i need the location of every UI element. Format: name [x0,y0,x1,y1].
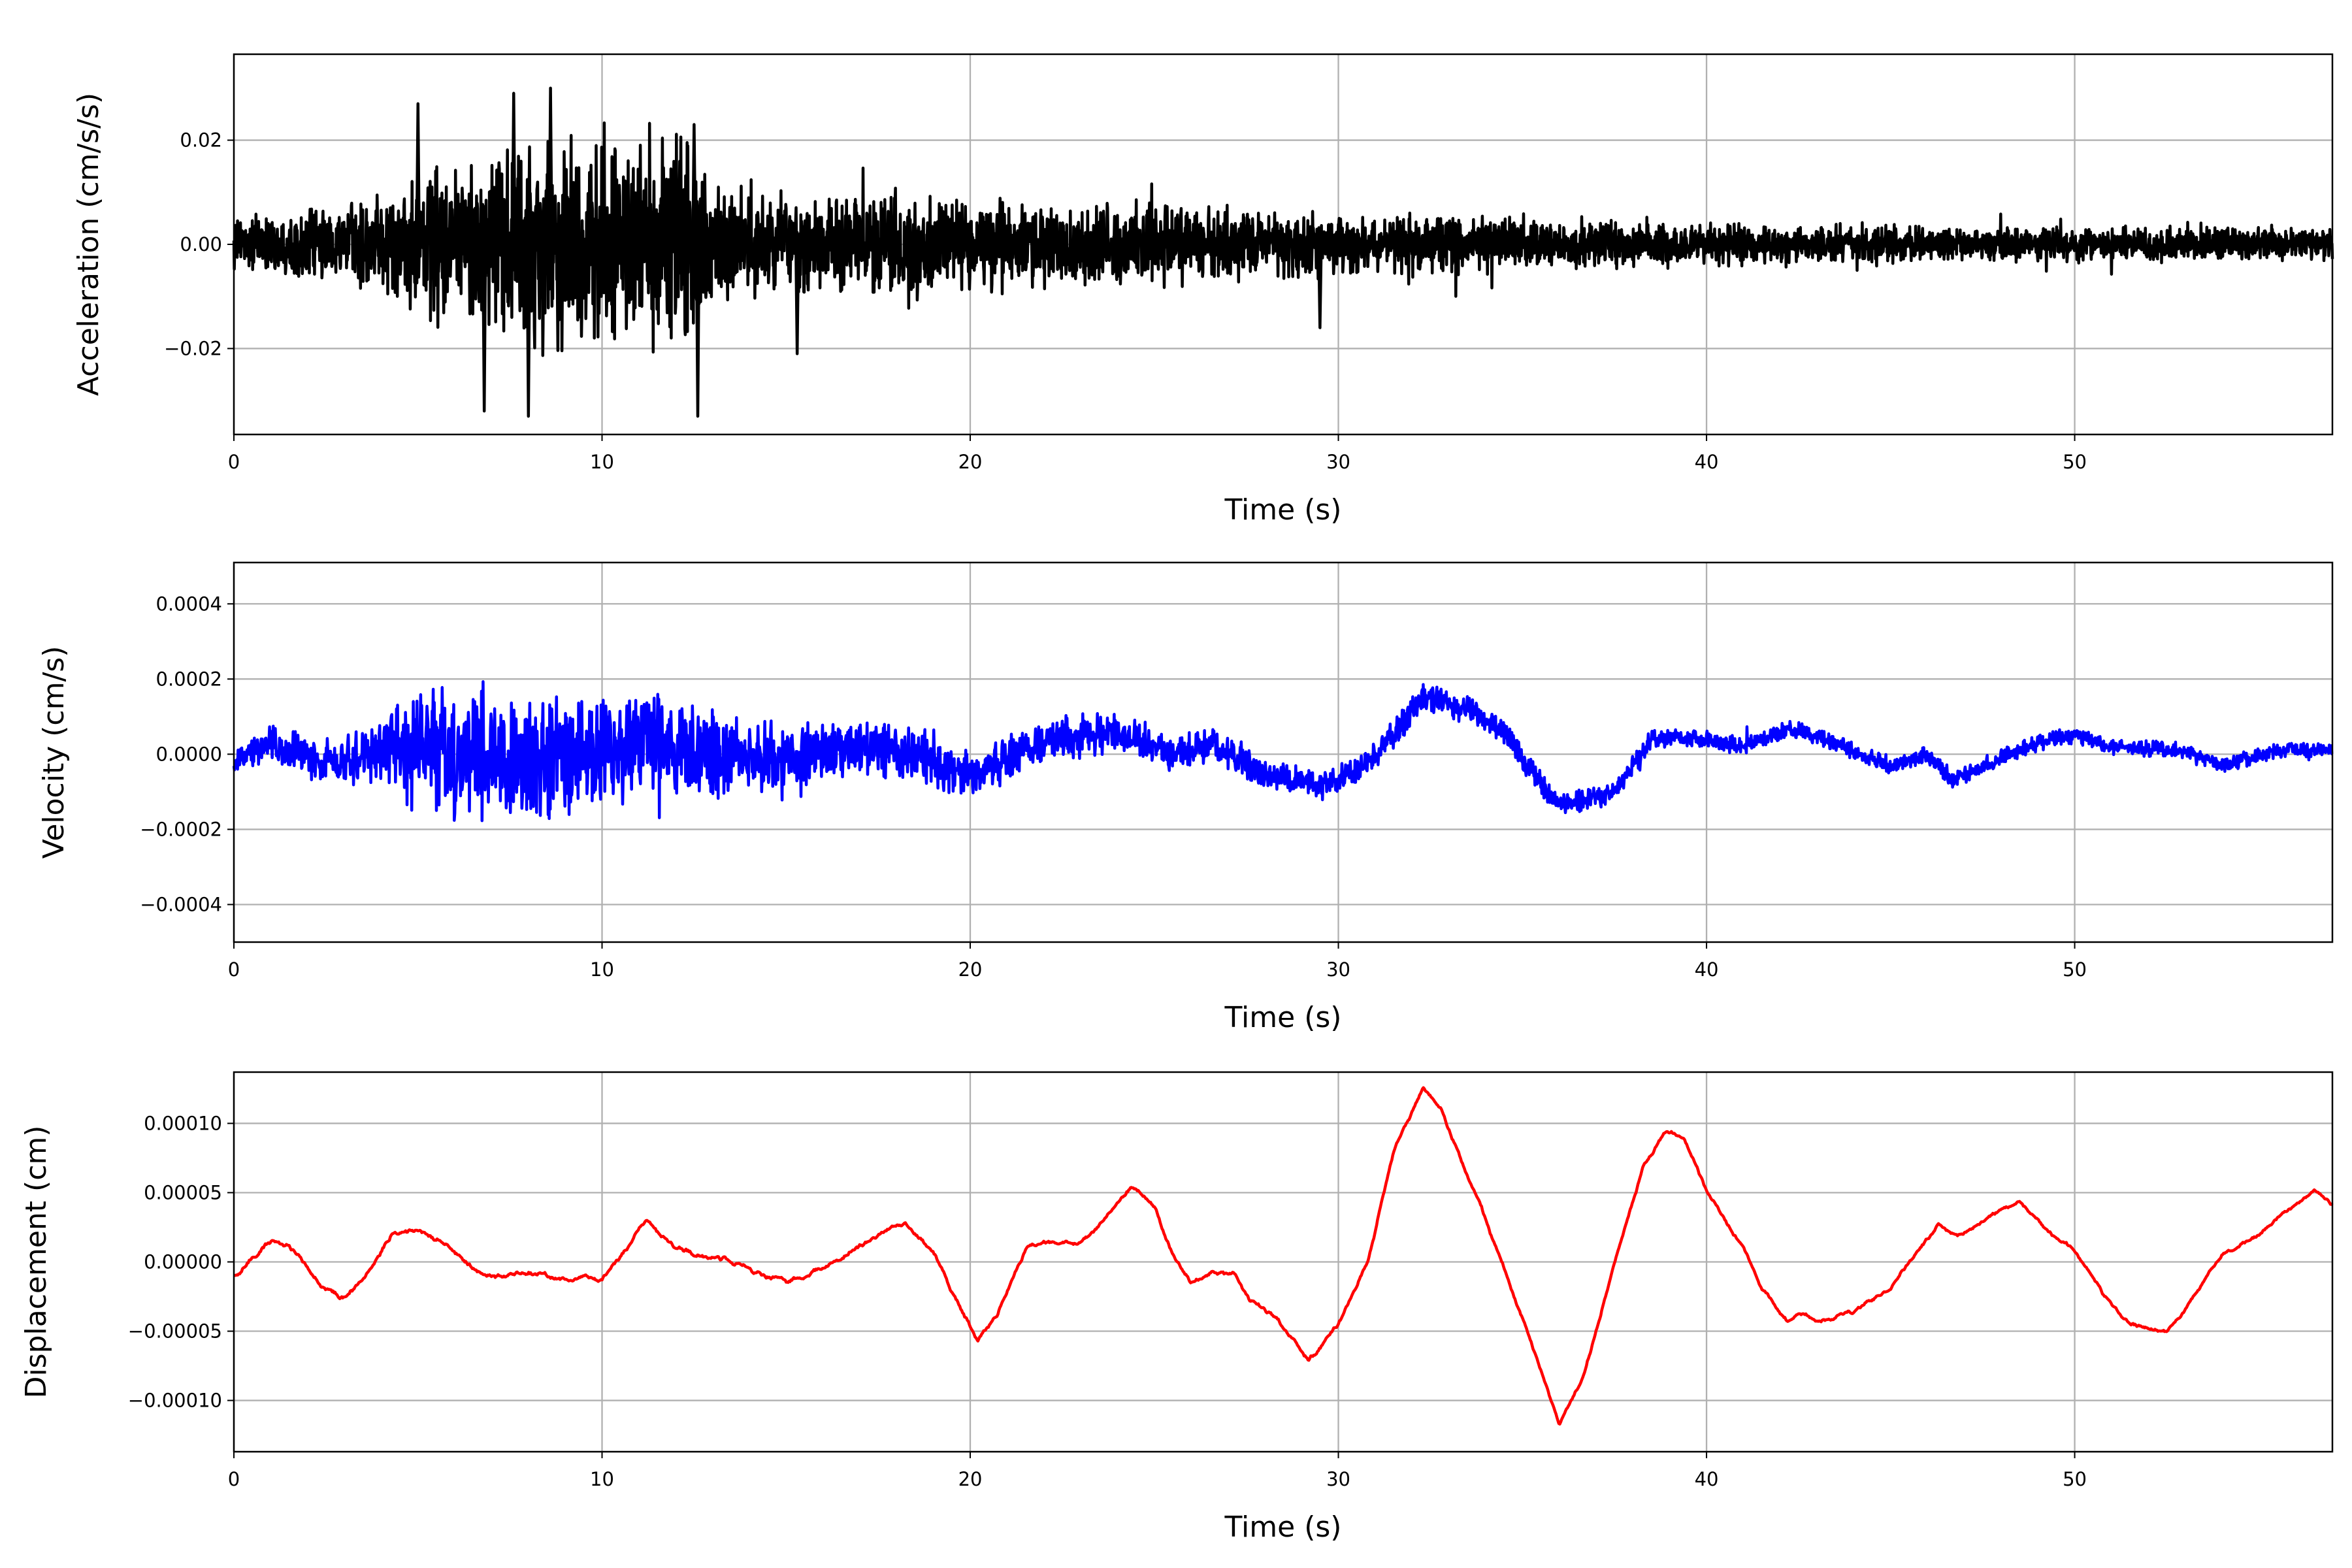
y-tick-label: −0.02 [164,337,222,359]
y-tick-label: 0.00010 [144,1112,222,1134]
x-tick-label: 30 [1326,1468,1350,1490]
x-tick-label: 50 [2063,1468,2087,1490]
x-tick-label: 40 [1695,1468,1719,1490]
x-tick-label: 40 [1695,958,1719,981]
y-tick-label: 0.0000 [156,743,222,765]
y-tick-label: 0.00005 [144,1181,222,1203]
x-tick-label: 10 [590,1468,614,1490]
acceleration-series-line [232,121,2334,357]
x-axis-label: Time (s) [1224,1511,1342,1544]
y-tick-label: 0.0004 [156,593,222,615]
y-tick-label: −0.0002 [140,818,222,840]
x-tick-label: 20 [958,958,983,981]
x-tick-label: 0 [228,1468,240,1490]
x-axis-label: Time (s) [1224,1001,1342,1034]
x-tick-label: 10 [590,958,614,981]
velocity-panel: 0 10 20 30 40 50 0.0004 0.0002 0.0000 −0.0002 −0.0… [37,561,2334,1034]
velocity-series-line [232,680,2334,823]
x-tick-label: 0 [228,451,240,473]
y-axis-label: Velocity (cm/s) [37,646,71,859]
y-tick-label: 0.0002 [156,668,222,690]
x-tick-label: 20 [958,1468,983,1490]
x-tick-label: 0 [228,958,240,981]
axes-frame [233,561,2334,943]
y-tick-label: 0.00 [180,233,222,255]
y-axis-label: Acceleration (cm/s/s) [72,93,105,396]
y-tick-label: −0.00010 [128,1390,222,1412]
displacement-panel: 0 10 20 30 40 50 0.00010 0.00005 0.00000 −0.00005… [20,1071,2334,1544]
y-tick-label: 0.00000 [144,1251,222,1273]
y-tick-label: 0.02 [180,129,222,152]
x-tick-label: 30 [1326,958,1350,981]
acceleration-panel: 0 10 20 30 40 50 0.02 0.00 −0.02 Time (s) Accelera… [72,53,2334,527]
y-tick-label: −0.0004 [140,893,222,915]
y-axis-label: Displacement (cm) [20,1126,53,1399]
x-tick-label: 50 [2063,451,2087,473]
x-tick-label: 30 [1326,451,1350,473]
x-tick-label: 20 [958,451,983,473]
x-tick-label: 40 [1695,451,1719,473]
x-tick-label: 50 [2063,958,2087,981]
y-tick-label: −0.00005 [128,1320,222,1343]
x-axis-label: Time (s) [1224,493,1342,527]
x-tick-label: 10 [590,451,614,473]
displacement-series-line [233,1086,2334,1426]
